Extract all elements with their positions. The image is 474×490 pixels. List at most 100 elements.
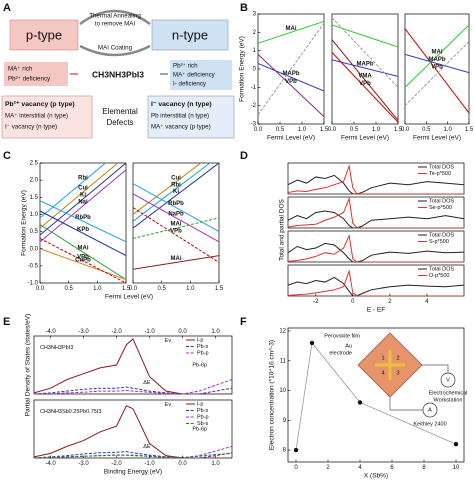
- p-defects-box: [1, 95, 93, 139]
- plot-frame: [404, 13, 470, 125]
- series-label: MAi: [171, 222, 182, 228]
- x-axis-label: Fermi Level (eV): [413, 135, 461, 142]
- series-label: MAPb: [429, 57, 446, 63]
- series-label: MAi: [78, 246, 89, 252]
- legend-label: Pb-p: [197, 414, 209, 420]
- n-defects-text: Pb interstitial (n type): [151, 113, 209, 120]
- y-tick-label: 0.5: [30, 229, 39, 235]
- y-tick-label: 10: [279, 388, 286, 394]
- annotation: CH3NH3Sb0.25Pb0.75I3: [40, 409, 101, 415]
- series-line: [258, 53, 324, 118]
- data-point: [309, 340, 315, 346]
- y-tick-label: 2.5: [30, 161, 39, 167]
- series-line: [133, 163, 211, 222]
- series-line: [288, 233, 464, 262]
- formula: CH3NH3PbI3: [92, 69, 144, 79]
- series-label: VPb: [431, 64, 443, 70]
- panel-label: B: [240, 2, 248, 14]
- legend-label: Total DOS: [429, 198, 454, 204]
- series-line: [133, 193, 219, 243]
- p-rich-text: MA⁺ rich: [8, 66, 33, 73]
- x-tick-label: 2: [326, 465, 330, 471]
- x-tick-label: -1.0: [144, 461, 155, 467]
- x-tick-label: -4.0: [45, 461, 56, 467]
- pin-label: 3: [396, 370, 399, 376]
- series-label: NaPb: [168, 211, 184, 217]
- series-line: [288, 276, 464, 296]
- x-axis-label: Fermi Level (eV): [267, 135, 315, 142]
- center-text: Elemental: [102, 107, 138, 116]
- series-label: Rbi: [171, 182, 181, 188]
- panel-label: E: [3, 316, 10, 328]
- n-defects-text: I⁻ vacancy (n type): [151, 101, 212, 108]
- x-tick-label: 0.0: [178, 329, 187, 335]
- plot-area: [288, 197, 464, 228]
- x-tick-label: -3.0: [78, 461, 89, 467]
- y-tick-label: 12: [279, 329, 286, 335]
- plot-area: [34, 338, 232, 394]
- series-label: MAPb: [357, 62, 374, 68]
- x-tick-label: 1.0: [186, 286, 195, 292]
- pin-label: 4: [381, 370, 384, 376]
- legend-label: Total DOS: [429, 266, 454, 272]
- plot-area: [288, 269, 464, 296]
- series-line: [40, 163, 119, 229]
- x-tick-label: 1.0: [298, 127, 307, 133]
- series-line: [133, 207, 219, 263]
- plot-frame: [39, 162, 127, 284]
- x-tick-label: 1.5: [122, 286, 131, 292]
- ammeter: [422, 402, 438, 418]
- x-tick-label: 4: [425, 299, 429, 305]
- panel-label: F: [240, 316, 247, 328]
- y-tick-label: 0.0: [30, 246, 39, 252]
- y-tick-label: 11: [280, 358, 287, 364]
- workstation-label: Electrochemical: [429, 390, 468, 396]
- x-tick-label: 1.5: [465, 127, 474, 133]
- series-line: [332, 52, 398, 123]
- legend-label: Te-p*500: [429, 171, 451, 177]
- plot-area: [133, 163, 219, 270]
- series-label: MAi: [171, 256, 182, 262]
- series-line: [40, 200, 126, 243]
- electrode-label: Au: [345, 343, 352, 349]
- x-tick-label: 0.0: [328, 127, 337, 133]
- x-tick-label: 1.5: [320, 127, 329, 133]
- series-line: [295, 341, 457, 451]
- x-tick-label: 0.0: [178, 461, 187, 467]
- x-tick-label: 0.5: [350, 127, 359, 133]
- y-tick-label: 2.0: [30, 178, 39, 184]
- y-axis-label: Formation Energy (eV): [239, 36, 246, 102]
- y-tick-label: -3: [251, 122, 257, 128]
- voltmeter: [440, 372, 456, 388]
- plot-frame: [33, 335, 233, 395]
- x-tick-label: 1.0: [211, 461, 220, 467]
- x-axis-label: X (Sb%): [364, 473, 388, 480]
- y-tick-label: 8: [283, 448, 287, 454]
- coating-text: MAI Coating: [98, 45, 133, 52]
- n-defects-text: MA⁺ vacancy (p type): [151, 124, 211, 131]
- y-axis-label: Partial Density of States (states/eV): [25, 314, 32, 417]
- panel-label: A: [3, 2, 11, 14]
- electrode-label: electrode: [329, 350, 352, 356]
- series-line: [258, 22, 324, 116]
- series-label: VPb: [359, 81, 371, 87]
- series-line: [40, 210, 126, 257]
- series-label: MAPb: [283, 71, 300, 77]
- diagram: p-type n-type Thermal Annealing to remov…: [1, 9, 235, 139]
- p-defects-text: I⁻ vacancy (n type): [5, 124, 57, 131]
- series-line: [405, 53, 469, 74]
- series-line: [34, 338, 232, 394]
- series-line: [133, 163, 219, 229]
- arrow: [79, 44, 151, 57]
- annealing-text: to remove MAI: [95, 21, 136, 28]
- x-axis-label: Fermi Level (eV): [341, 135, 389, 142]
- x-tick-label: 0.0: [401, 127, 410, 133]
- n-defects-box: [147, 95, 235, 139]
- y-tick-label: -1: [251, 85, 257, 91]
- series-line: [40, 237, 126, 283]
- arrow: [79, 9, 151, 26]
- y-tick-label: 2: [253, 30, 257, 36]
- annealing-text: Thermal Annealing: [89, 13, 141, 20]
- series-label: Ki: [173, 189, 179, 195]
